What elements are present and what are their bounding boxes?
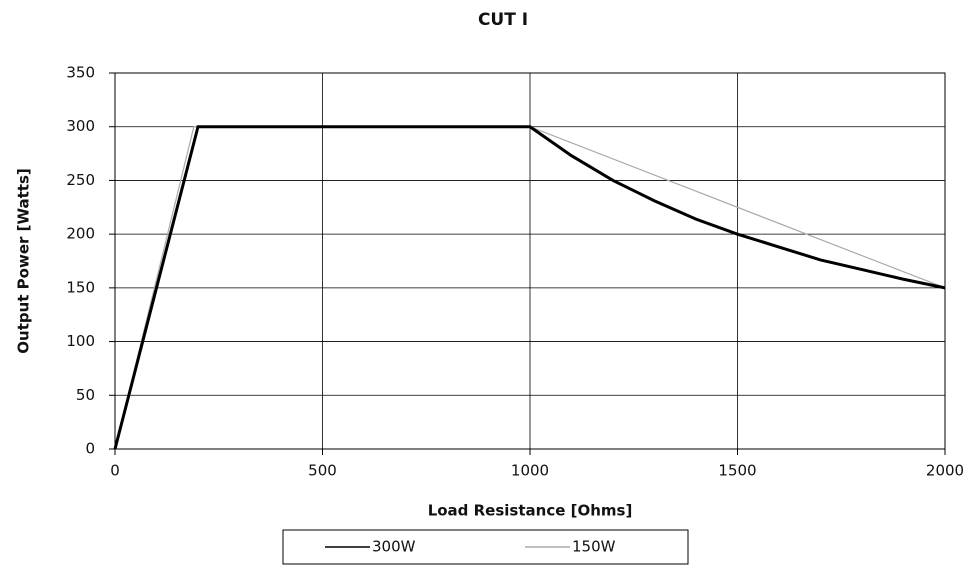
x-tick-label: 1500 [718,462,756,480]
chart-title: CUT I [478,10,528,30]
legend-label: 300W [372,538,416,556]
x-tick-label: 1000 [511,462,549,480]
y-tick-label: 200 [66,225,95,243]
y-tick-label: 300 [66,117,95,135]
y-tick-label: 0 [85,440,95,458]
plot-frame [114,72,946,450]
y-tick-label: 150 [66,278,95,296]
y-tick-label: 250 [66,171,95,189]
x-tick-label: 0 [110,462,120,480]
x-tick-label: 500 [308,462,337,480]
x-tick-label: 2000 [926,462,964,480]
x-axis-label: Load Resistance [Ohms] [428,502,633,520]
y-axis-label: Output Power [Watts] [15,168,33,353]
legend-box [282,529,689,565]
y-tick-label: 100 [66,332,95,350]
y-tick-label: 350 [66,64,95,82]
y-tick-label: 50 [76,386,95,404]
series-line [113,125,946,450]
legend-label: 150W [572,538,616,556]
